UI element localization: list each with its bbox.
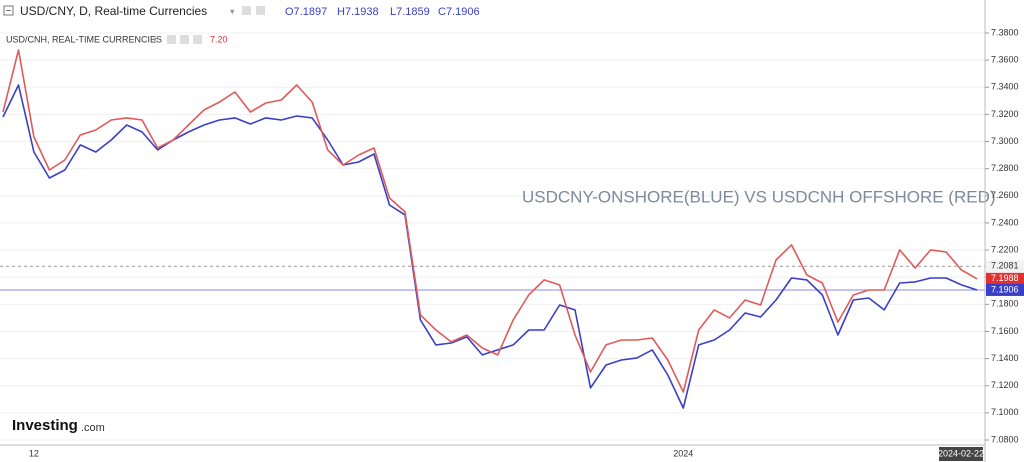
settings-icon[interactable]	[167, 35, 176, 44]
ohlc-close: C7.1906	[438, 6, 480, 18]
x-tick-label: 2024-02-22	[938, 448, 984, 458]
x-tick-label: 12	[29, 448, 39, 458]
logo-suffix: .com	[81, 422, 105, 434]
ohlc-low: L7.1859	[390, 6, 430, 18]
chart-title: USD/CNY, D, Real-time Currencies	[20, 4, 207, 18]
price-label: 7.2081	[991, 261, 1019, 271]
y-tick-label: 7.2800	[991, 163, 1019, 173]
price-label: 7.1906	[991, 284, 1019, 294]
y-tick-label: 7.3200	[991, 109, 1019, 119]
y-tick-label: 7.2600	[991, 190, 1019, 200]
series-line	[2, 49, 978, 393]
logo: Investing	[12, 417, 78, 434]
x-cursor-box	[939, 447, 983, 461]
settings-icon[interactable]	[242, 6, 251, 15]
y-tick-label: 7.3800	[991, 27, 1019, 37]
y-tick-label: 7.2400	[991, 217, 1019, 227]
ohlc-open: O7.1897	[285, 6, 327, 18]
y-tick-label: 7.1000	[991, 407, 1019, 417]
dropdown-arrow[interactable]: ▾	[230, 6, 235, 16]
y-tick-label: 7.0800	[991, 434, 1019, 444]
y-tick-label: 7.1400	[991, 353, 1019, 363]
second-title: USD/CNH, REAL-TIME CURRENCIES	[6, 34, 162, 44]
price-label: 7.1988	[991, 273, 1019, 283]
x-tick-label: 2024	[673, 448, 693, 458]
y-tick-label: 7.1600	[991, 326, 1019, 336]
y-tick-label: 7.3600	[991, 55, 1019, 65]
y-tick-label: 7.1200	[991, 380, 1019, 390]
dropdown-arrow[interactable]: ▾	[153, 35, 157, 44]
price-label-box	[986, 272, 1024, 285]
ohlc-high: H7.1938	[337, 6, 379, 18]
remove-icon[interactable]	[193, 35, 202, 44]
hide-icon[interactable]	[256, 6, 265, 15]
hide-icon[interactable]	[180, 35, 189, 44]
y-tick-label: 7.3000	[991, 136, 1019, 146]
y-tick-label: 7.2200	[991, 244, 1019, 254]
series-line	[2, 84, 978, 409]
collapse-icon[interactable]	[3, 5, 14, 16]
y-tick-label: 7.3400	[991, 82, 1019, 92]
second-value: 7.20	[210, 34, 228, 44]
y-tick-label: 7.1800	[991, 299, 1019, 309]
price-label-box	[986, 283, 1024, 296]
annotation: USDCNY-ONSHORE(BLUE) VS USDCNH OFFSHORE …	[522, 187, 996, 206]
price-label-box	[986, 260, 1024, 273]
